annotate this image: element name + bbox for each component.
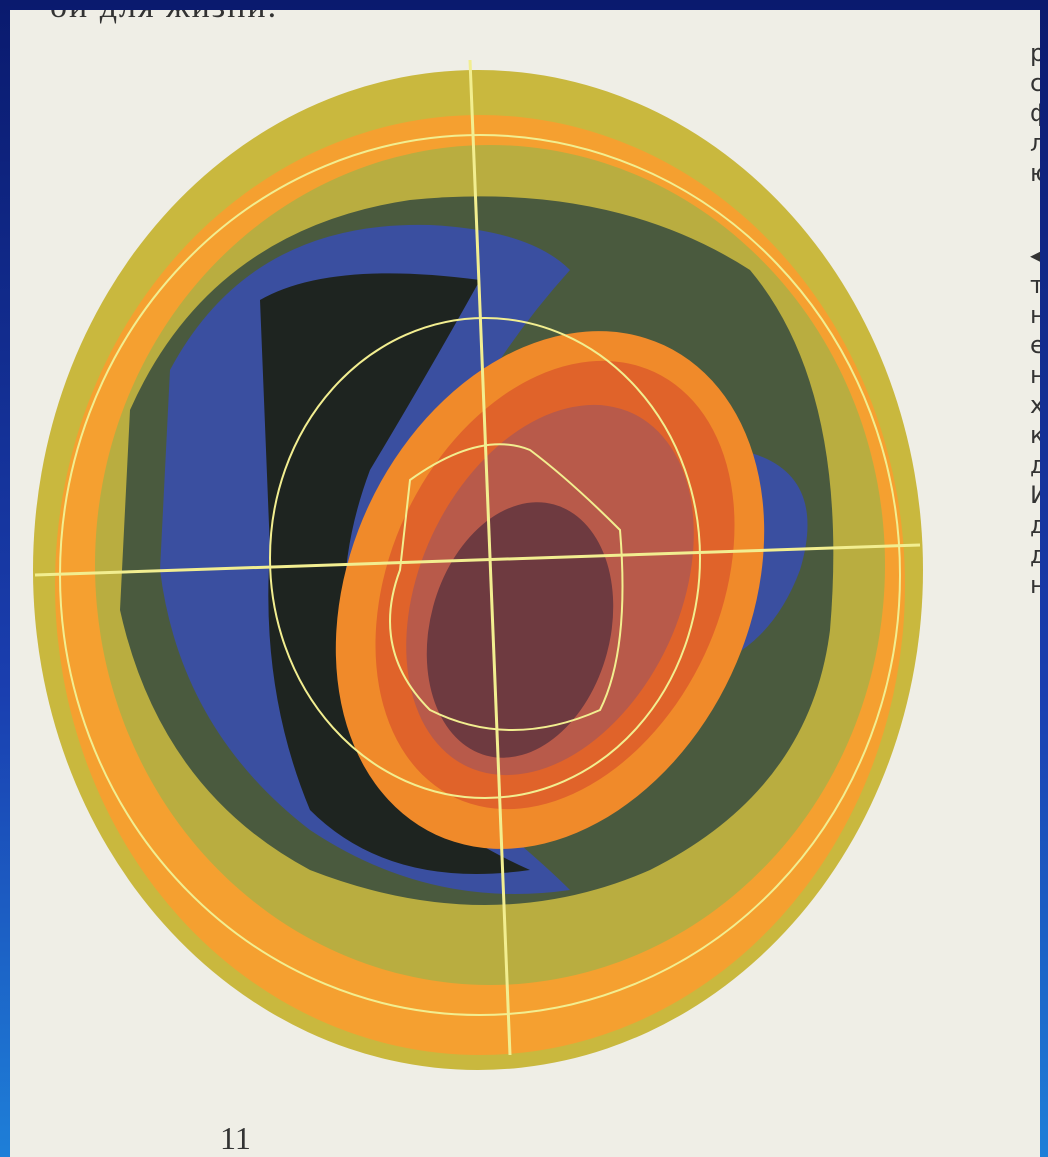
side-text-fragment: к (1030, 421, 1040, 449)
side-text-fragment: ю (1030, 158, 1040, 188)
meridian (34, 543, 921, 577)
page-number: 11 (220, 1120, 251, 1156)
meridian (468, 59, 512, 1056)
antarctica-outline (389, 443, 624, 731)
side-text-fragment: л (1030, 129, 1040, 157)
dark-zone (260, 273, 530, 874)
side-text-fragment: н (1030, 571, 1040, 599)
side-text-fragment: н (1030, 301, 1040, 329)
side-text-fragment: н (1030, 361, 1040, 389)
ozone-hole-core (426, 502, 614, 758)
side-text-fragment: д (1030, 451, 1040, 479)
top-text: ой для жизни. (50, 10, 278, 26)
side-text-fragment: И (1030, 481, 1040, 509)
side-text-fragment: р (1030, 39, 1040, 67)
ozone-map (33, 59, 923, 1070)
latitude-circle (269, 317, 701, 799)
side-text-fragment: д (1030, 541, 1040, 569)
side-text-fragment: с (1030, 69, 1040, 97)
side-text-fragment: е (1030, 331, 1040, 359)
side-text-fragment: д (1030, 511, 1040, 539)
side-text-fragment: ф (1030, 98, 1040, 128)
side-text-fragment: х (1030, 391, 1040, 419)
side-text-fragment: ◀ (1030, 241, 1040, 269)
side-text-fragment: т (1030, 271, 1040, 299)
